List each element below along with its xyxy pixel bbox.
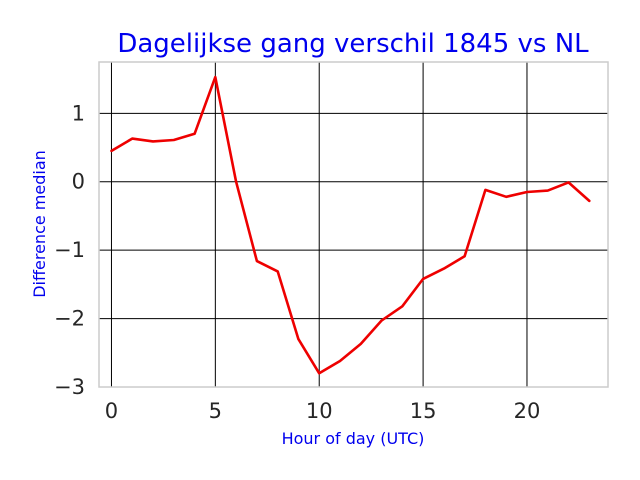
x-axis-label: Hour of day (UTC) [282,429,425,448]
plot-area-border [98,61,609,388]
grid [99,62,608,388]
series-line [110,75,591,375]
series-layer [110,75,591,375]
chart-title: Dagelijkse gang verschil 1845 vs NL [117,29,589,59]
y-tick-label: −1 [54,238,85,262]
y-tick-label: −3 [54,375,85,399]
x-tick-label: 5 [209,399,222,423]
y-tick-labels: 1 0 −1 −2 −3 [54,101,85,399]
x-tick-label: 15 [410,399,437,423]
y-tick-label: 0 [72,170,85,194]
x-tick-label: 0 [105,399,118,423]
x-tick-labels: 0 5 10 15 20 [105,399,541,423]
x-tick-label: 20 [514,399,541,423]
y-axis-label: Difference median [30,150,49,298]
plot-frame [98,61,609,388]
x-tick-label: 10 [306,399,333,423]
y-tick-label: 1 [72,101,85,125]
y-tick-label: −2 [54,307,85,331]
